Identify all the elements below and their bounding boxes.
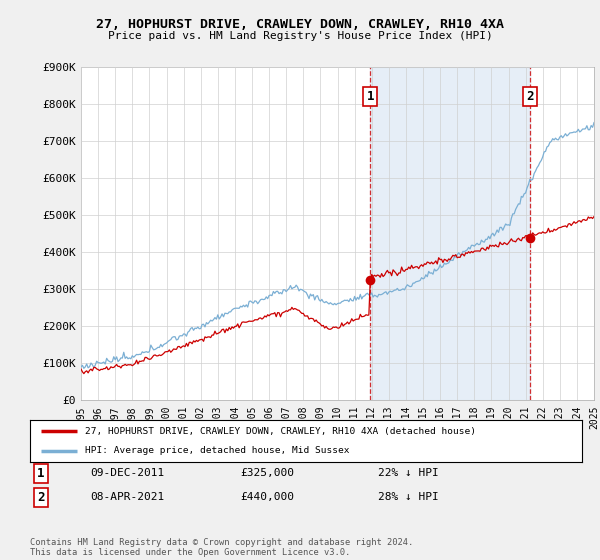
- Text: 2: 2: [526, 90, 534, 103]
- Bar: [370, 67, 530, 400]
- Text: 28% ↓ HPI: 28% ↓ HPI: [378, 492, 439, 502]
- Text: HPI: Average price, detached house, Mid Sussex: HPI: Average price, detached house, Mid …: [85, 446, 350, 455]
- Text: Price paid vs. HM Land Registry's House Price Index (HPI): Price paid vs. HM Land Registry's House …: [107, 31, 493, 41]
- Text: 08-APR-2021: 08-APR-2021: [90, 492, 164, 502]
- Text: 09-DEC-2011: 09-DEC-2011: [90, 468, 164, 478]
- Text: 1: 1: [37, 466, 44, 480]
- Text: 2: 2: [37, 491, 44, 504]
- Text: 1: 1: [367, 90, 374, 103]
- Text: £325,000: £325,000: [240, 468, 294, 478]
- Text: 27, HOPHURST DRIVE, CRAWLEY DOWN, CRAWLEY, RH10 4XA (detached house): 27, HOPHURST DRIVE, CRAWLEY DOWN, CRAWLE…: [85, 427, 476, 436]
- Text: £440,000: £440,000: [240, 492, 294, 502]
- Text: 22% ↓ HPI: 22% ↓ HPI: [378, 468, 439, 478]
- Text: 27, HOPHURST DRIVE, CRAWLEY DOWN, CRAWLEY, RH10 4XA: 27, HOPHURST DRIVE, CRAWLEY DOWN, CRAWLE…: [96, 18, 504, 31]
- Text: Contains HM Land Registry data © Crown copyright and database right 2024.
This d: Contains HM Land Registry data © Crown c…: [30, 538, 413, 557]
